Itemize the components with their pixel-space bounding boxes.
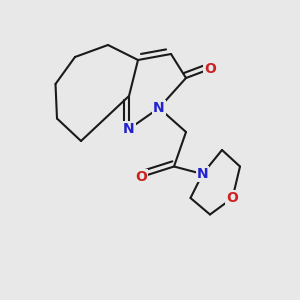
Text: O: O — [226, 191, 238, 205]
Text: N: N — [153, 101, 165, 115]
Text: O: O — [204, 62, 216, 76]
Text: O: O — [135, 170, 147, 184]
Text: N: N — [197, 167, 208, 181]
Text: N: N — [123, 122, 135, 136]
